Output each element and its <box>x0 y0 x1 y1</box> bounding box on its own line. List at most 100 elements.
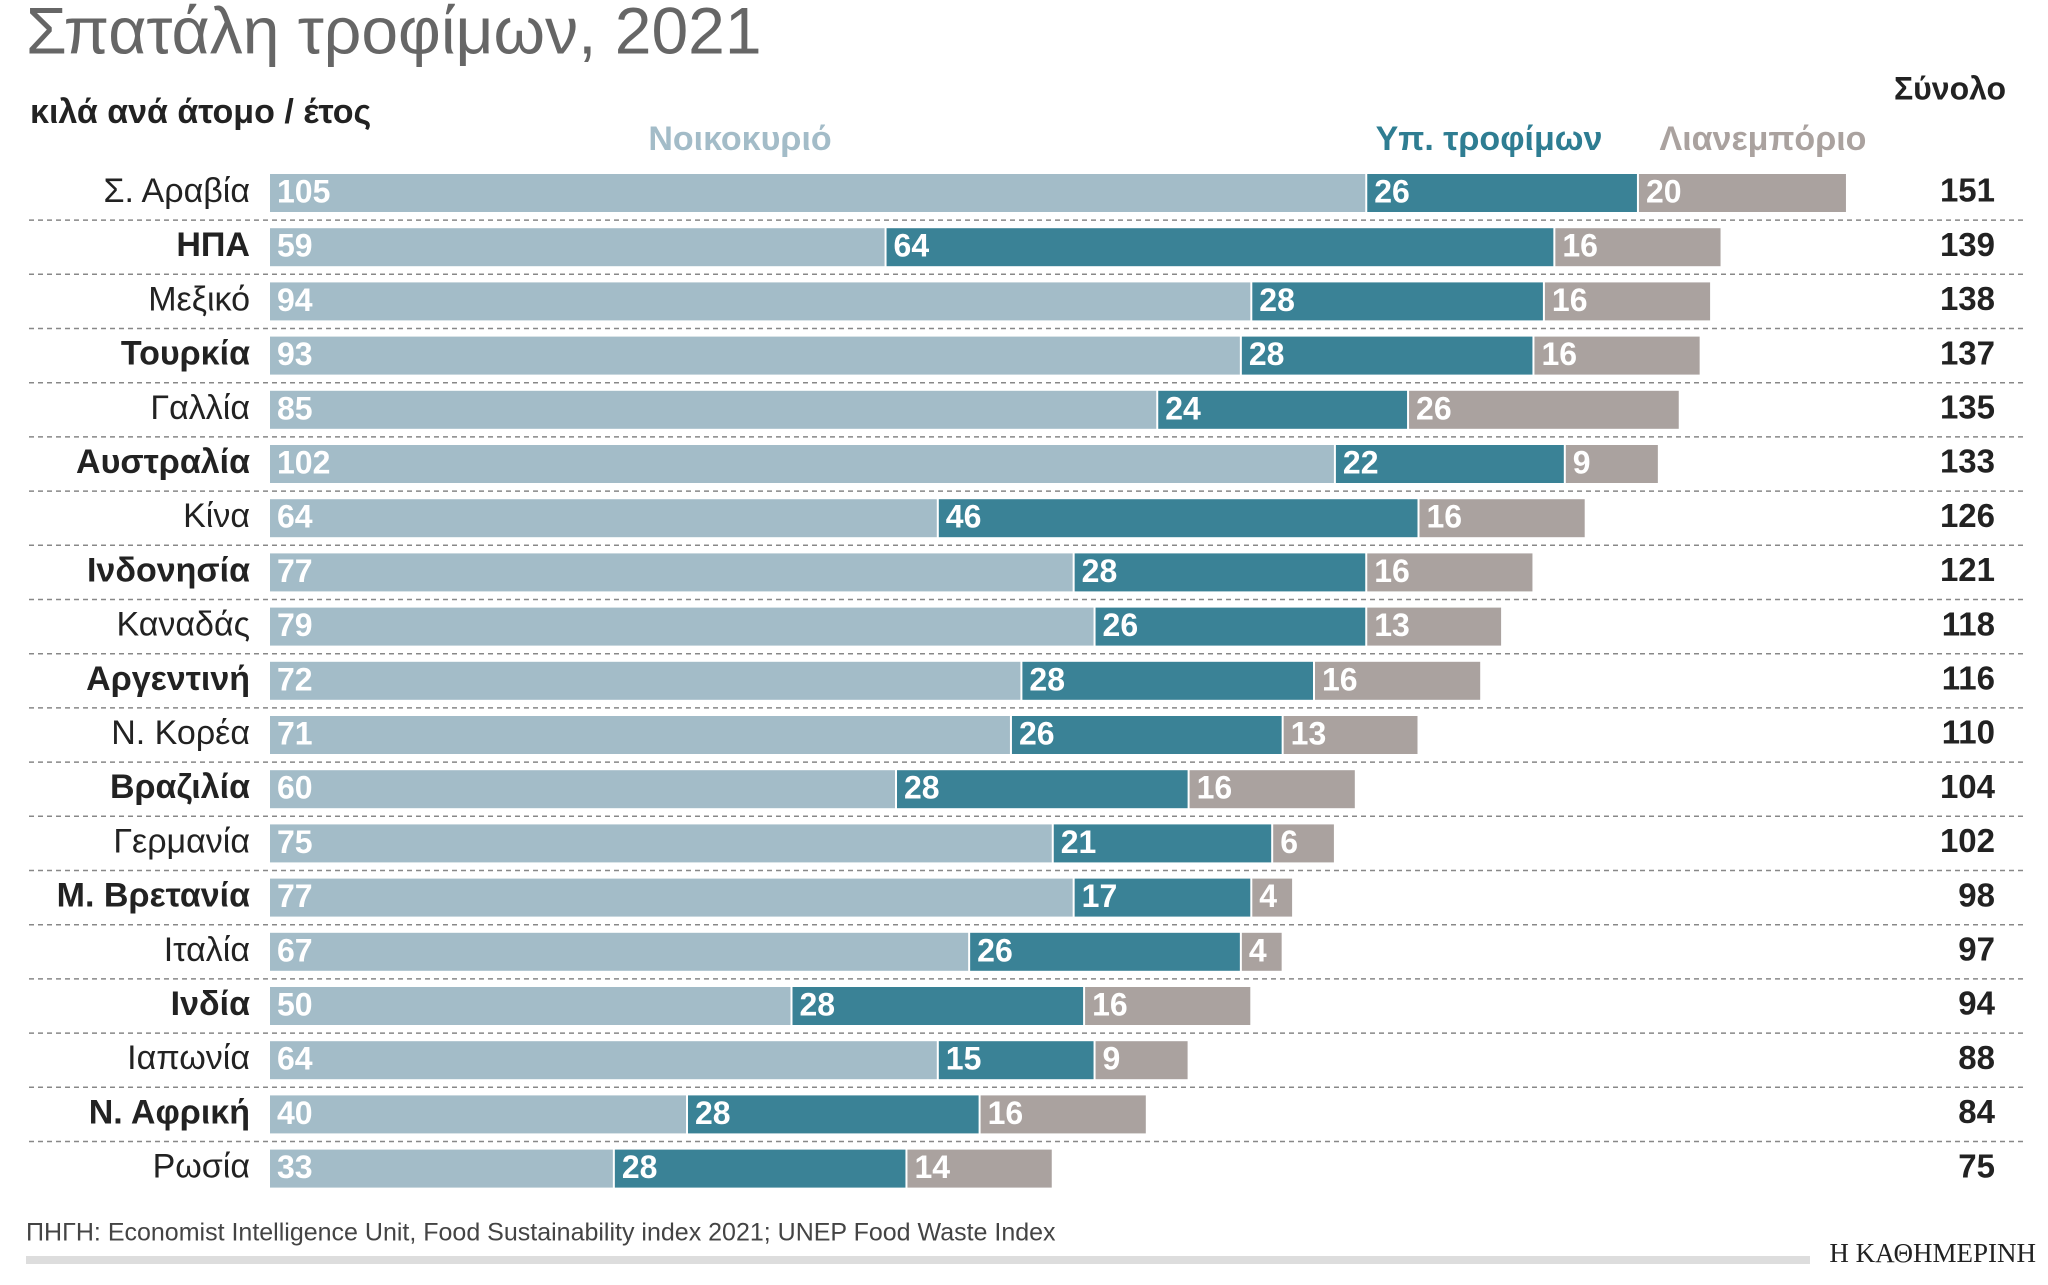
value-label: 85 <box>277 390 313 426</box>
value-label: 4 <box>1259 878 1277 914</box>
bar-segment <box>270 390 1157 429</box>
value-label: 16 <box>1092 986 1128 1022</box>
value-label: 14 <box>914 1149 950 1185</box>
source: ΠΗΓΗ: Economist Intelligence Unit, Food … <box>26 1219 1056 1247</box>
bar-segment <box>1074 553 1366 592</box>
value-label: 22 <box>1343 444 1379 480</box>
bar-segment <box>688 1095 979 1134</box>
bar-segment <box>1022 661 1313 700</box>
bar-segment <box>938 1041 1094 1080</box>
bar-segment <box>614 1149 906 1188</box>
category-label: Μ. Βρετανία <box>57 877 250 915</box>
bar-segment <box>270 1149 613 1188</box>
value-label: 28 <box>1082 553 1118 589</box>
bar-segment <box>1189 770 1355 809</box>
value-label: 64 <box>277 499 313 535</box>
bar-segment <box>1367 174 1637 212</box>
bar-segment <box>1409 390 1679 429</box>
bar-segment <box>270 1095 686 1134</box>
value-label: 16 <box>1552 282 1588 318</box>
total-label: 98 <box>1958 876 1995 913</box>
total-label: 126 <box>1940 497 1995 534</box>
value-label: 20 <box>1646 173 1682 209</box>
total-label: 75 <box>1958 1147 1995 1184</box>
value-label: 93 <box>277 336 313 372</box>
value-label: 77 <box>277 553 313 589</box>
total-label: 94 <box>1958 985 1995 1022</box>
total-label: 104 <box>1940 768 1996 805</box>
category-label: Ιαπωνία <box>127 1039 250 1077</box>
bar-segment <box>897 770 1188 809</box>
bar-segment <box>270 445 1334 483</box>
bar-segment <box>270 553 1073 592</box>
value-label: 28 <box>1029 661 1065 697</box>
value-label: 79 <box>277 607 313 643</box>
category-label: Τουρκία <box>121 335 250 373</box>
value-label: 26 <box>1416 390 1452 426</box>
bar-segment <box>270 987 791 1025</box>
bar-segment <box>270 878 1073 917</box>
value-label: 16 <box>1541 336 1577 372</box>
value-label: 6 <box>1280 824 1298 860</box>
category-label: Αυστραλία <box>76 443 250 481</box>
value-label: 67 <box>277 932 313 968</box>
bar-segment <box>270 607 1094 646</box>
bar-segment <box>1367 553 1533 592</box>
value-label: 40 <box>277 1095 313 1131</box>
total-label: 97 <box>1958 931 1995 968</box>
bar-segment <box>1419 499 1585 538</box>
bar-segment <box>1555 228 1721 267</box>
legend-label: Λιανεμπόριο <box>1660 120 1867 158</box>
value-label: 75 <box>277 824 313 860</box>
bar-segment <box>1367 607 1502 646</box>
value-label: 77 <box>277 878 313 914</box>
value-label: 16 <box>1562 228 1598 264</box>
value-label: 16 <box>1374 553 1410 589</box>
bar-segment <box>1315 661 1481 700</box>
value-label: 9 <box>1103 1041 1121 1077</box>
value-label: 94 <box>277 282 313 318</box>
category-label: Κίνα <box>183 497 250 535</box>
bar-segment <box>1095 1041 1188 1080</box>
value-label: 26 <box>1103 607 1139 643</box>
category-label: Ινδία <box>171 985 250 1023</box>
value-label: 17 <box>1082 878 1118 914</box>
total-label: 110 <box>1942 714 1995 751</box>
bar-segment <box>1534 336 1700 375</box>
bar-segment <box>270 282 1251 321</box>
total-label: 138 <box>1940 280 1995 317</box>
total-label: 139 <box>1940 226 1995 263</box>
bar-segment <box>270 336 1240 375</box>
value-label: 102 <box>277 444 330 480</box>
category-label: Σ. Αραβία <box>104 172 250 210</box>
legend-label: Νοικοκυριό <box>648 120 831 158</box>
value-label: 64 <box>894 228 930 264</box>
value-label: 71 <box>277 715 313 751</box>
total-label: 137 <box>1940 334 1995 371</box>
footer-rule <box>26 1256 1810 1264</box>
total-label: 118 <box>1942 605 1995 642</box>
value-label: 9 <box>1573 444 1591 480</box>
category-label: Αργεντινή <box>86 660 250 698</box>
value-label: 26 <box>1019 715 1055 751</box>
category-label: Ιταλία <box>164 931 250 969</box>
chart-title: Σπατάλη τροφίμων, 2021 <box>26 0 762 67</box>
total-label: 135 <box>1940 389 1995 426</box>
category-label: Βραζιλία <box>110 768 250 806</box>
category-label: Μεξικό <box>148 280 250 318</box>
value-label: 28 <box>1259 282 1295 318</box>
bar-segment <box>1074 878 1251 917</box>
bar-segment <box>1283 716 1418 754</box>
value-label: 16 <box>1197 770 1233 806</box>
bar-segment <box>1241 336 1533 375</box>
category-label: Ν. Κορέα <box>111 714 250 752</box>
bar-segment <box>270 770 895 809</box>
value-label: 26 <box>1374 173 1410 209</box>
category-label: Ρωσία <box>153 1148 250 1186</box>
value-label: 28 <box>904 770 940 806</box>
bar-segment <box>270 824 1052 863</box>
total-label: 116 <box>1942 660 1995 697</box>
bar-segment <box>1158 390 1408 429</box>
bar-segment <box>270 932 969 971</box>
